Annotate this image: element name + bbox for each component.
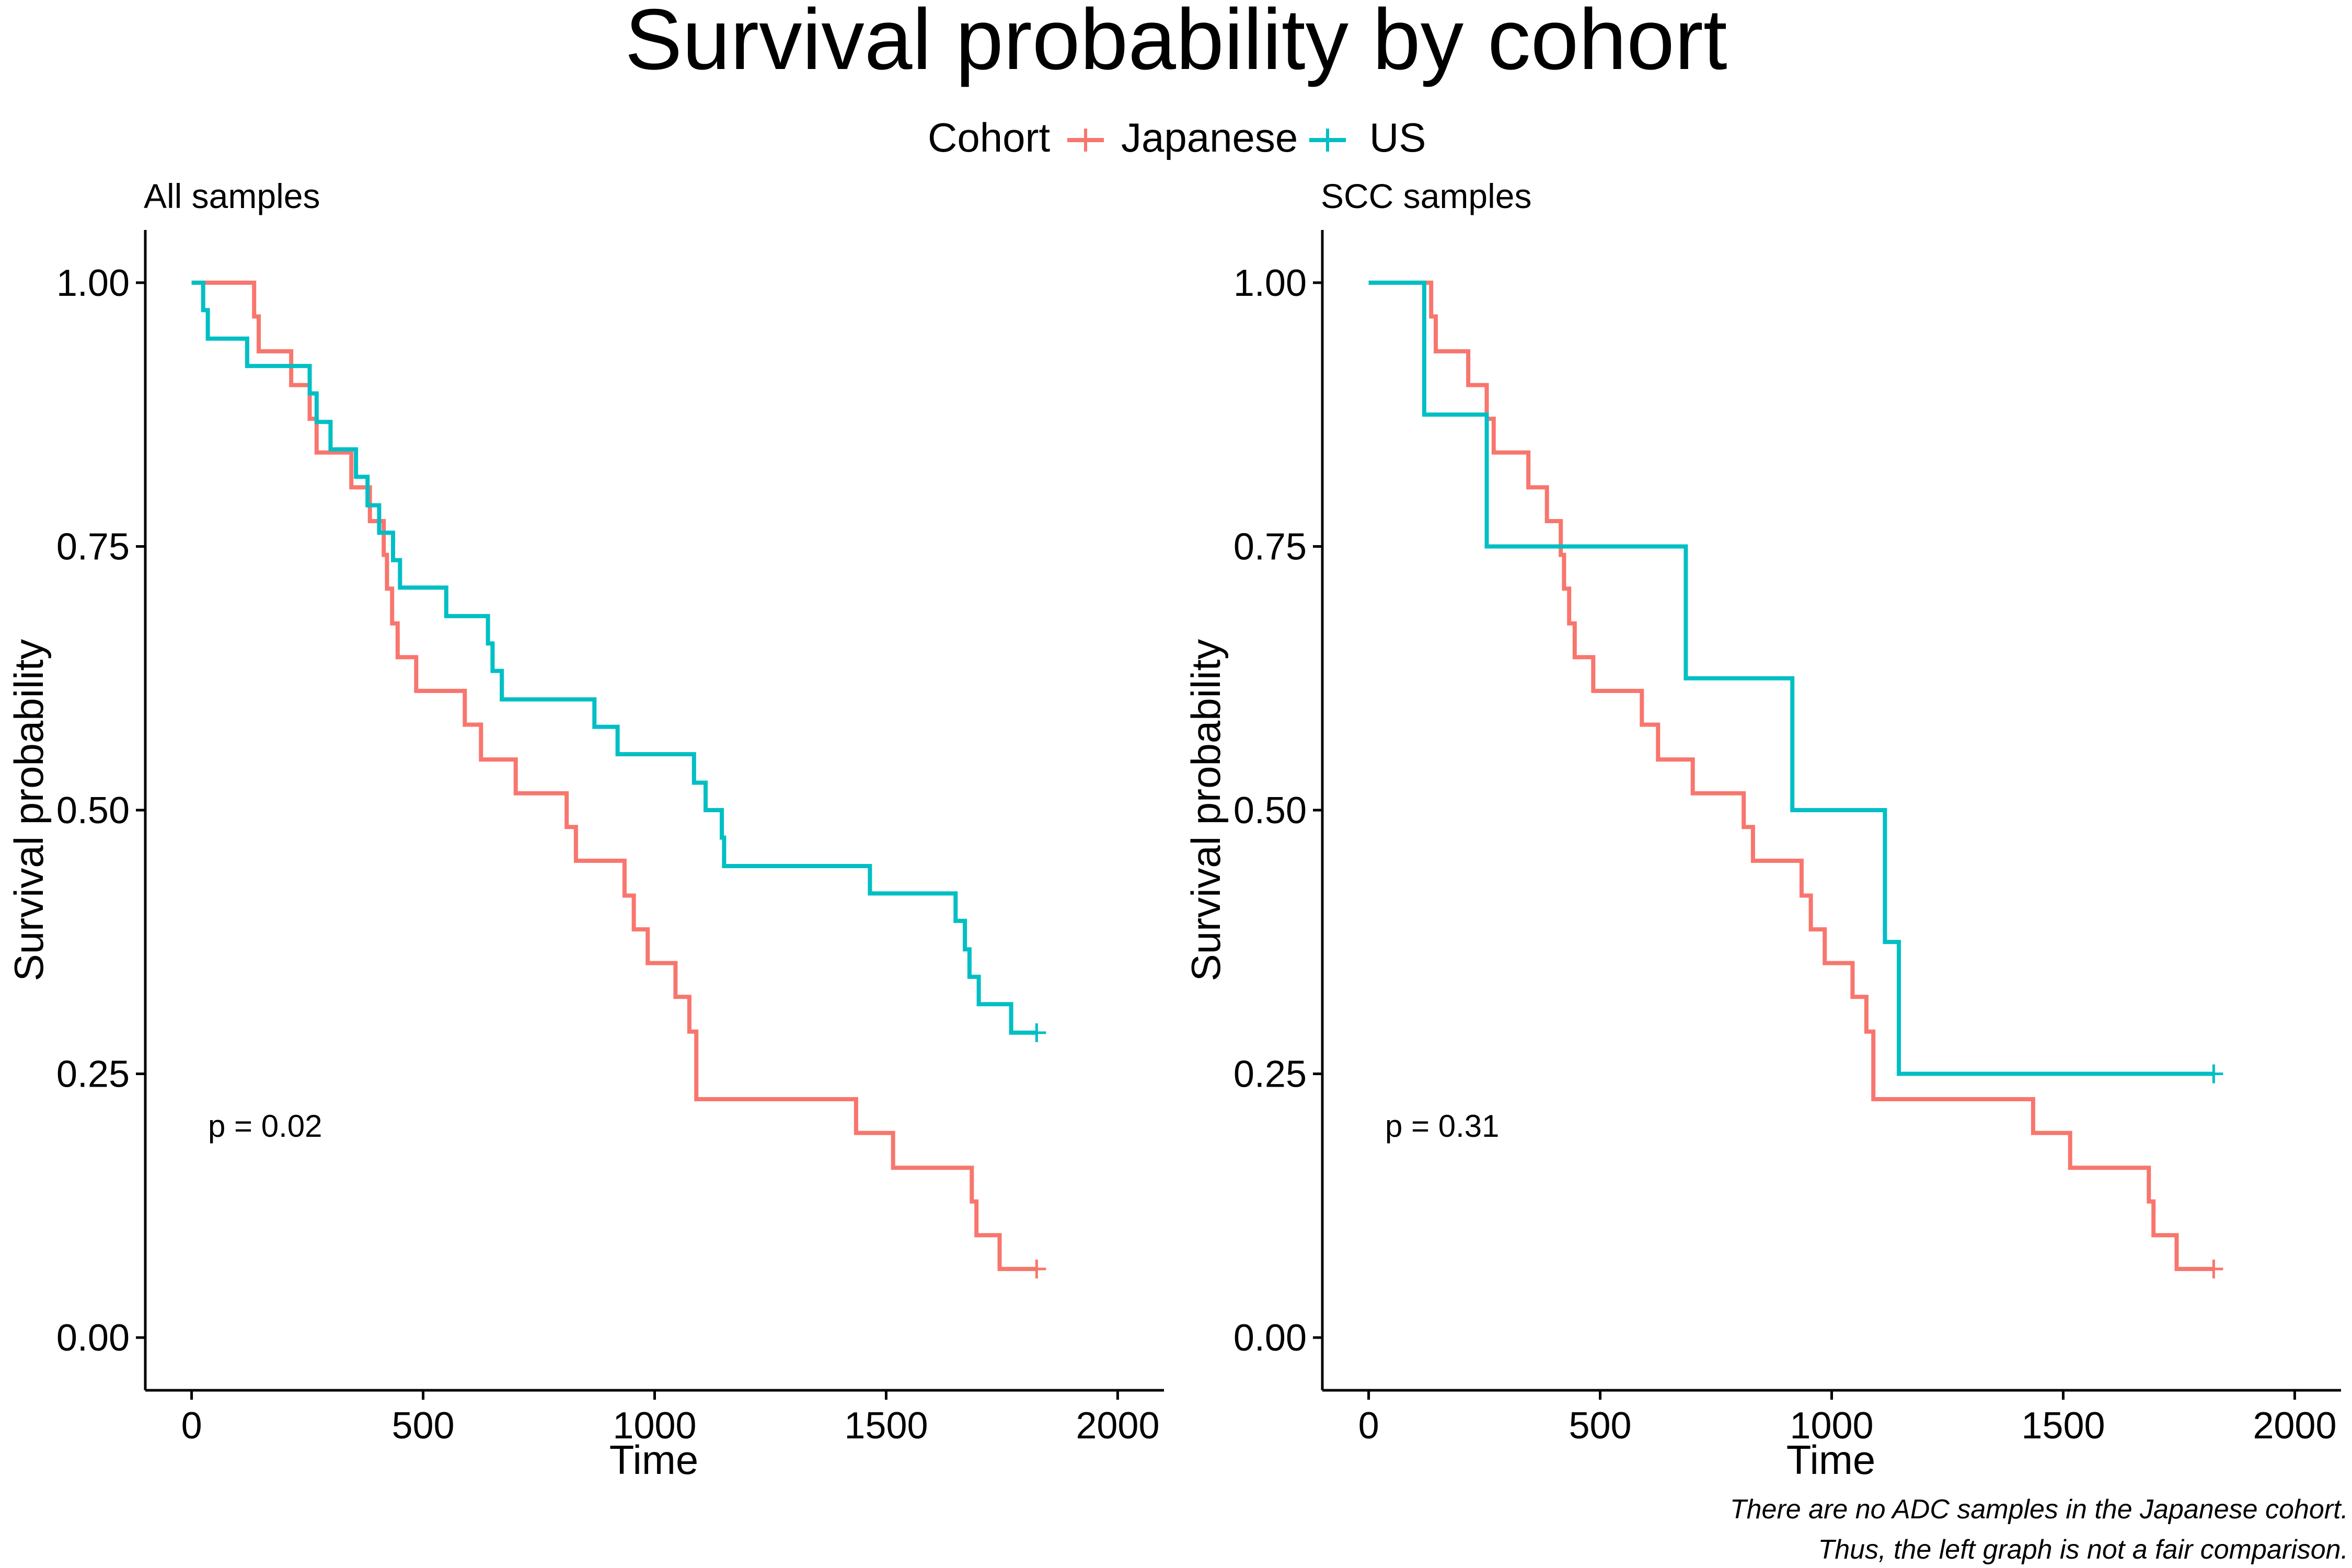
panel-title-all-samples: All samples	[144, 177, 320, 215]
x-tick-label: 2000	[2253, 1405, 2336, 1447]
x-tick-label: 500	[1569, 1405, 1631, 1447]
x-tick-label: 1000	[1790, 1405, 1873, 1447]
caption-line-2: Thus, the left graph is not a fair compa…	[1818, 1535, 2348, 1565]
y-axis-label: Survival probability	[1183, 639, 1229, 982]
main-title: Survival probability by cohort	[625, 0, 1727, 87]
x-tick-label: 1000	[613, 1405, 696, 1447]
p-value-annotation: p = 0.02	[208, 1109, 322, 1144]
y-tick-label: 0.75	[56, 526, 130, 568]
censor-mark-us	[2204, 1064, 2223, 1083]
y-tick-label: 0.25	[1233, 1054, 1307, 1096]
legend: Cohort Japanese US	[928, 114, 1426, 160]
legend-label-japanese: Japanese	[1121, 114, 1298, 160]
panel-title-scc-samples: SCC samples	[1321, 177, 1531, 215]
series-line-us	[1368, 280, 2214, 1076]
x-tick-label: 1500	[844, 1405, 928, 1447]
y-tick-label: 0.75	[1233, 526, 1307, 568]
censor-mark-us	[1027, 1023, 1046, 1042]
series-line-us	[191, 280, 1037, 1035]
y-axis-label: Survival probability	[6, 639, 52, 982]
x-axis-label: Time	[609, 1437, 698, 1483]
caption-line-1: There are no ADC samples in the Japanese…	[1730, 1494, 2348, 1525]
p-value-annotation: p = 0.31	[1385, 1109, 1500, 1144]
series-line-japanese	[191, 280, 1037, 1271]
y-tick-label: 1.00	[1233, 262, 1307, 304]
y-tick-label: 0.00	[56, 1317, 130, 1359]
censor-mark-japanese	[2204, 1259, 2223, 1278]
x-tick-label: 0	[181, 1405, 202, 1447]
x-tick-label: 500	[391, 1405, 454, 1447]
x-axis-label: Time	[1786, 1437, 1875, 1483]
censor-mark-japanese	[1027, 1259, 1046, 1278]
y-tick-label: 1.00	[56, 262, 130, 304]
y-tick-label: 0.50	[56, 790, 130, 832]
x-tick-label: 1500	[2021, 1405, 2105, 1447]
y-tick-label: 0.00	[1233, 1317, 1307, 1359]
panel-all-samples: All samples Survival probability Time p …	[6, 177, 1164, 1483]
y-tick-label: 0.50	[1233, 790, 1307, 832]
legend-label-us: US	[1369, 114, 1426, 160]
legend-key-japanese	[1067, 129, 1104, 152]
legend-key-us	[1309, 129, 1346, 152]
x-tick-label: 0	[1358, 1405, 1379, 1447]
x-tick-label: 2000	[1076, 1405, 1159, 1447]
series-line-japanese	[1368, 280, 2214, 1271]
legend-title: Cohort	[928, 114, 1050, 160]
panel-scc-samples: SCC samples Survival probability Time p …	[1183, 177, 2341, 1483]
y-tick-label: 0.25	[56, 1054, 130, 1096]
